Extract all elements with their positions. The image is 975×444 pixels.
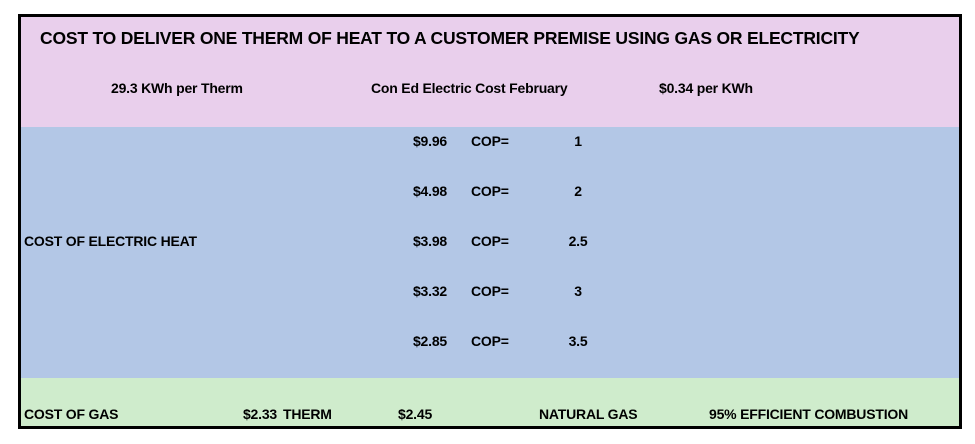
gas-unit: THERM: [283, 406, 332, 422]
electric-cost-source: Con Ed Electric Cost February: [371, 80, 568, 96]
electric-cost: $2.85: [412, 333, 447, 349]
cop-label: COP=: [471, 133, 509, 149]
cop-label: COP=: [471, 233, 509, 249]
gas-efficiency: 95% EFFICIENT COMBUSTION: [709, 406, 908, 422]
electric-cost: $4.98: [412, 183, 447, 199]
kwh-per-therm: 29.3 KWh per Therm: [111, 80, 243, 96]
gas-fuel: NATURAL GAS: [539, 406, 638, 422]
electric-band: [21, 127, 959, 378]
gas-adjusted-cost: $2.45: [398, 406, 433, 422]
gas-price: $2.33: [242, 406, 277, 422]
cop-value: 3: [574, 283, 582, 299]
header-band: [21, 17, 959, 127]
cop-value: 1: [574, 133, 582, 149]
electric-cost: $3.98: [412, 233, 447, 249]
cop-value: 3.5: [568, 333, 588, 349]
gas-cost-label: COST OF GAS: [24, 406, 119, 422]
cop-label: COP=: [471, 283, 509, 299]
cop-label: COP=: [471, 333, 509, 349]
cop-value: 2: [574, 183, 582, 199]
electric-heat-label: COST OF ELECTRIC HEAT: [24, 233, 197, 249]
electric-cost: $3.32: [412, 283, 447, 299]
electric-cost: $9.96: [412, 133, 447, 149]
electric-price: $0.34 per KWh: [659, 80, 753, 96]
table-title: COST TO DELIVER ONE THERM OF HEAT TO A C…: [40, 28, 860, 48]
gas-band: [21, 378, 959, 426]
cop-value: 2.5: [568, 233, 588, 249]
cost-table: COST TO DELIVER ONE THERM OF HEAT TO A C…: [18, 14, 962, 429]
cop-label: COP=: [471, 183, 509, 199]
